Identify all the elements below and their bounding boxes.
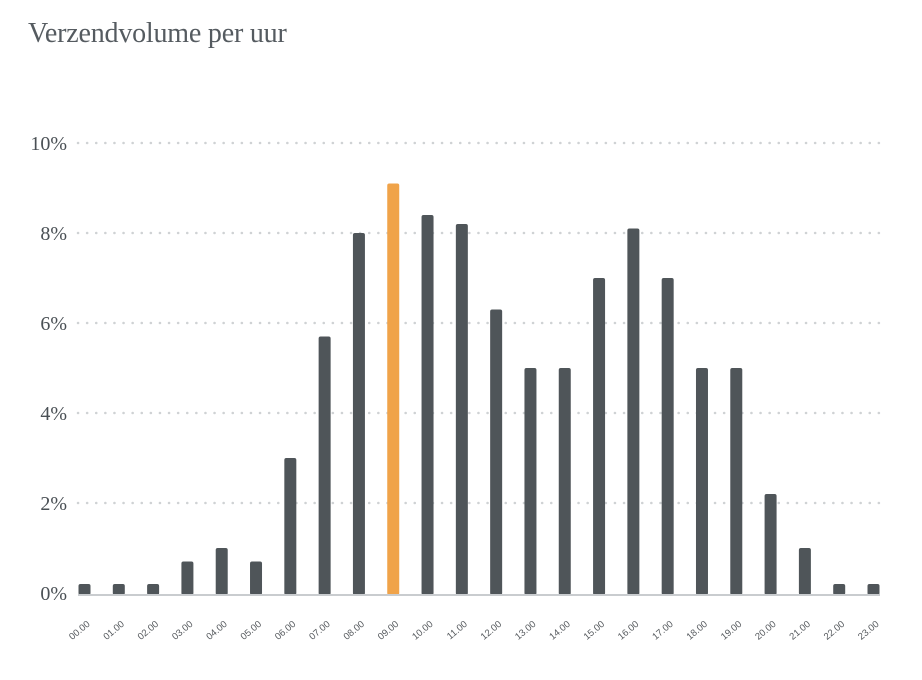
x-tick-label: 03.00	[170, 619, 195, 643]
x-tick-label: 01.00	[101, 619, 126, 643]
x-tick-label: 10.00	[410, 619, 435, 643]
bar	[627, 228, 640, 595]
x-tick-label: 16.00	[616, 619, 641, 643]
bar	[833, 584, 846, 595]
bar	[490, 309, 503, 595]
bar	[867, 584, 880, 595]
bar	[387, 183, 400, 595]
x-tick-label: 14.00	[547, 619, 572, 643]
x-tick-label: 08.00	[342, 619, 367, 643]
y-axis-ticks: 0% 2% 4% 6% 8% 10%	[30, 133, 67, 605]
bar	[558, 368, 571, 595]
x-tick-label: 20.00	[753, 619, 778, 643]
bar	[112, 584, 125, 595]
x-axis-ticks: 00.00 01.00 02.00 03.00 04.00 05.00 06.00 07.00…	[67, 619, 881, 643]
x-tick-label: 13.00	[513, 619, 538, 643]
bars	[78, 183, 880, 595]
y-tick-label: 4%	[40, 403, 67, 425]
bar	[78, 584, 91, 595]
x-tick-label: 15.00	[582, 619, 607, 643]
bar	[181, 561, 194, 595]
x-tick-label: 00.00	[67, 619, 92, 643]
x-tick-label: 23.00	[856, 619, 881, 643]
chart-title: Verzendvolume per uur	[28, 18, 287, 49]
x-tick-label: 06.00	[273, 619, 298, 643]
x-tick-label: 12.00	[479, 619, 504, 643]
x-tick-label: 21.00	[788, 619, 813, 643]
bar	[250, 561, 263, 595]
x-tick-label: 18.00	[685, 619, 710, 643]
y-tick-label: 6%	[40, 313, 67, 335]
x-tick-label: 07.00	[307, 619, 332, 643]
bar	[730, 368, 743, 595]
x-tick-label: 02.00	[136, 619, 161, 643]
bar	[798, 548, 811, 595]
x-tick-label: 09.00	[376, 619, 401, 643]
y-tick-label: 0%	[40, 583, 67, 605]
bar	[215, 548, 228, 595]
x-tick-label: 19.00	[719, 619, 744, 643]
x-tick-label: 04.00	[204, 619, 229, 643]
bar	[318, 336, 331, 595]
bar	[695, 368, 708, 595]
bar	[764, 494, 777, 595]
bar	[147, 584, 160, 595]
x-tick-label: 05.00	[239, 619, 264, 643]
bar	[352, 233, 365, 595]
y-tick-label: 2%	[40, 493, 67, 515]
x-tick-label: 22.00	[822, 619, 847, 643]
bar	[593, 278, 606, 595]
y-tick-label: 8%	[40, 223, 67, 245]
x-tick-label: 17.00	[650, 619, 675, 643]
bar	[524, 368, 537, 595]
bar	[421, 215, 434, 595]
bar	[284, 458, 297, 595]
gridlines	[76, 141, 882, 505]
y-tick-label: 10%	[30, 133, 67, 155]
x-tick-label: 11.00	[445, 619, 470, 642]
bar	[661, 278, 674, 595]
bar	[455, 224, 468, 595]
